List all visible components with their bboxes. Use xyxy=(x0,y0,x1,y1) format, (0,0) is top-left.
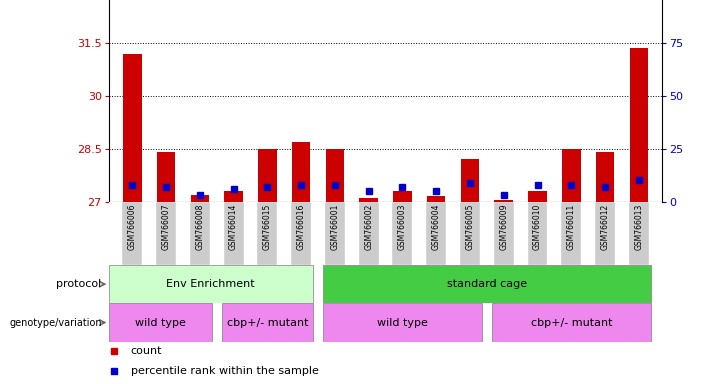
Bar xyxy=(492,303,651,342)
Bar xyxy=(461,159,479,202)
Text: GSM766016: GSM766016 xyxy=(297,204,306,250)
Text: GSM766014: GSM766014 xyxy=(229,204,238,250)
Bar xyxy=(494,202,514,265)
Bar xyxy=(156,202,176,265)
Bar xyxy=(224,191,243,202)
Bar xyxy=(427,196,446,202)
Text: GSM766010: GSM766010 xyxy=(533,204,542,250)
Text: genotype/variation: genotype/variation xyxy=(9,318,102,328)
Bar xyxy=(562,202,581,265)
Bar xyxy=(123,54,142,202)
Bar xyxy=(359,202,379,265)
Bar xyxy=(109,303,212,342)
Bar xyxy=(426,202,446,265)
Bar xyxy=(494,200,513,202)
Text: GSM766002: GSM766002 xyxy=(364,204,373,250)
Text: GSM766015: GSM766015 xyxy=(263,204,272,250)
Text: GSM766006: GSM766006 xyxy=(128,204,137,250)
Bar xyxy=(258,149,277,202)
Bar xyxy=(393,191,411,202)
Bar xyxy=(323,265,651,303)
Text: GSM766008: GSM766008 xyxy=(196,204,204,250)
Text: GSM766004: GSM766004 xyxy=(432,204,441,250)
Text: GSM766012: GSM766012 xyxy=(601,204,610,250)
Bar xyxy=(596,152,614,202)
Text: cbp+/- mutant: cbp+/- mutant xyxy=(531,318,612,328)
Bar xyxy=(460,202,480,265)
Text: standard cage: standard cage xyxy=(447,279,527,289)
Text: GSM766001: GSM766001 xyxy=(330,204,339,250)
Text: GSM766009: GSM766009 xyxy=(499,204,508,250)
Bar xyxy=(191,195,209,202)
Bar xyxy=(224,202,243,265)
Text: protocol: protocol xyxy=(56,279,102,289)
Bar xyxy=(190,202,210,265)
Bar xyxy=(123,202,142,265)
Text: percentile rank within the sample: percentile rank within the sample xyxy=(131,366,319,376)
Text: count: count xyxy=(131,346,163,356)
Text: GSM766005: GSM766005 xyxy=(465,204,475,250)
Bar xyxy=(292,142,311,202)
Text: GSM766007: GSM766007 xyxy=(161,204,170,250)
Text: GSM766013: GSM766013 xyxy=(634,204,644,250)
Bar xyxy=(323,303,482,342)
Bar xyxy=(109,265,313,303)
Bar xyxy=(157,152,175,202)
Text: GSM766011: GSM766011 xyxy=(567,204,576,250)
Bar xyxy=(325,202,345,265)
Text: GSM766003: GSM766003 xyxy=(398,204,407,250)
Bar xyxy=(360,198,378,202)
Bar xyxy=(222,303,313,342)
Bar xyxy=(528,202,547,265)
Bar xyxy=(257,202,278,265)
Bar xyxy=(291,202,311,265)
Text: Env Enrichment: Env Enrichment xyxy=(167,279,255,289)
Text: wild type: wild type xyxy=(377,318,428,328)
Bar xyxy=(629,202,648,265)
Bar xyxy=(629,48,648,202)
Bar xyxy=(595,202,615,265)
Bar xyxy=(325,149,344,202)
Text: cbp+/- mutant: cbp+/- mutant xyxy=(226,318,308,328)
Text: wild type: wild type xyxy=(135,318,186,328)
Bar xyxy=(562,149,580,202)
Bar xyxy=(529,191,547,202)
Bar xyxy=(393,202,412,265)
